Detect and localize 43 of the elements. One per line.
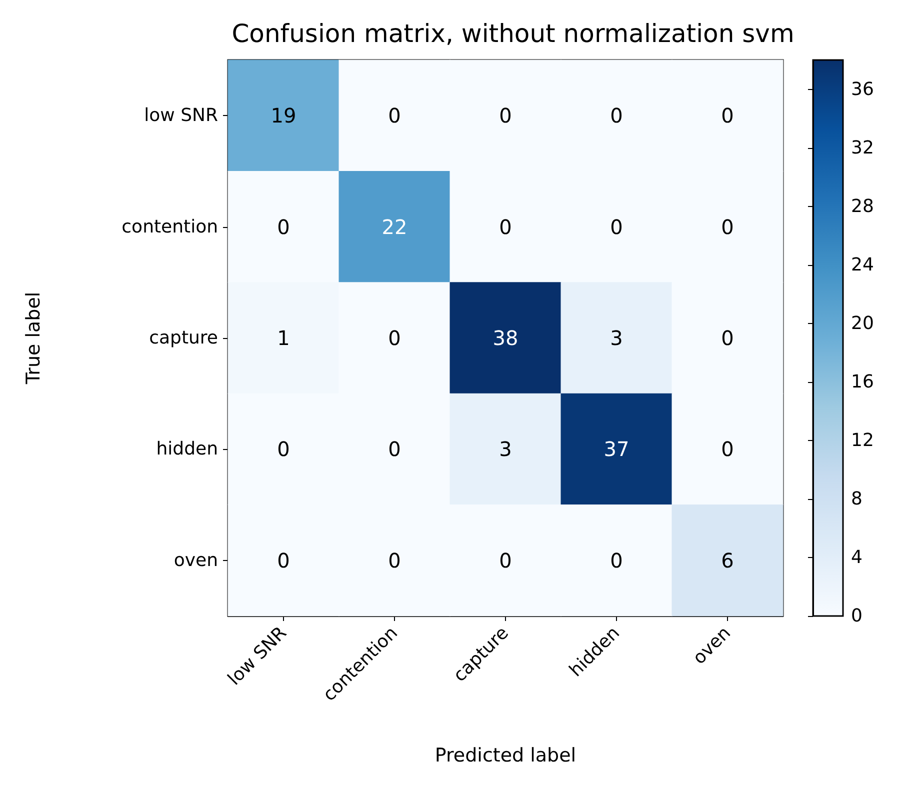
color-bar-label: 16 (851, 371, 874, 392)
data-label: 3 (499, 437, 512, 462)
data-label: 0 (610, 214, 623, 239)
data-label: 0 (277, 214, 290, 239)
data-label: 37 (604, 437, 630, 462)
color-bar-label: 0 (851, 606, 862, 626)
color-bar-label: 4 (851, 546, 862, 568)
data-label: 0 (499, 104, 512, 128)
data-label: 0 (388, 437, 401, 462)
data-label: 0 (277, 437, 290, 462)
y-axis-title: True label (22, 292, 44, 386)
data-label: 38 (492, 326, 518, 350)
data-label: 1 (277, 326, 290, 350)
color-bar-label: 8 (851, 488, 862, 510)
data-label: 0 (721, 104, 734, 128)
data-label: 0 (499, 548, 512, 572)
color-bar-label: 12 (851, 430, 874, 451)
data-label: 0 (388, 548, 401, 572)
y-tick-label: contention (122, 216, 218, 238)
data-label: 0 (721, 437, 734, 462)
data-label: 3 (610, 326, 623, 350)
data-label: 0 (388, 104, 401, 128)
data-label: 0 (610, 548, 623, 572)
data-label: 0 (610, 104, 623, 128)
y-tick-label: hidden (156, 438, 218, 460)
y-tick-label: low SNR (144, 105, 218, 126)
data-label: 6 (721, 548, 734, 572)
data-label: 0 (499, 214, 512, 239)
data-label: 0 (388, 326, 401, 350)
color-bar-label: 28 (851, 196, 874, 217)
color-bar-label: 24 (851, 254, 874, 276)
y-tick-label: capture (149, 328, 218, 348)
color-bar-label: 32 (851, 137, 874, 158)
x-axis-title: Predicted label (434, 744, 576, 766)
data-label: 19 (270, 104, 296, 128)
data-label: 22 (382, 214, 408, 239)
chart-title: Confusion matrix, without normalization svm (232, 19, 794, 48)
data-label: 0 (721, 326, 734, 350)
y-tick-label: oven (174, 550, 218, 571)
data-label: 0 (277, 548, 290, 572)
color-bar-label: 36 (851, 78, 874, 100)
color-bar-label: 20 (851, 312, 874, 334)
data-label: 0 (721, 214, 734, 239)
